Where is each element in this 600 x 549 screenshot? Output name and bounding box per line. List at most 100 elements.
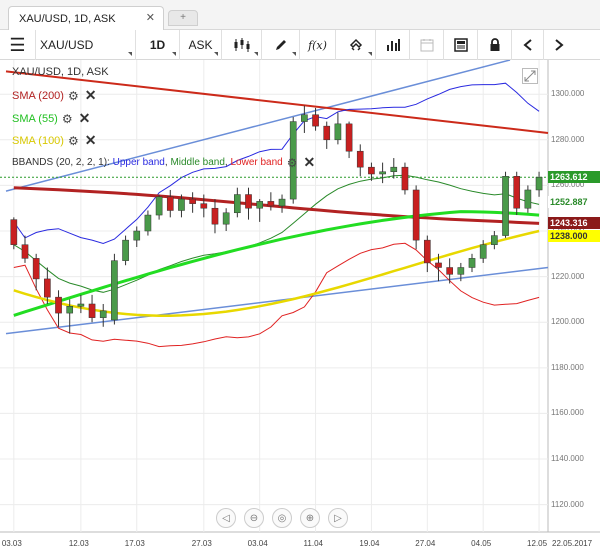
candle [200,203,208,209]
sma55-line [13,210,540,317]
legend-sma100[interactable]: SMA (100) ⚙ ✕ [12,132,96,149]
candle [301,114,308,122]
y-tick-label: 1220.000 [551,271,585,281]
template-button[interactable] [444,30,478,60]
calendar-button[interactable] [410,30,444,60]
candle [189,198,196,204]
candle [166,196,174,211]
lock-button[interactable] [478,30,512,60]
zoom-in-button[interactable]: ⊕ [300,508,320,528]
candle [99,310,107,318]
chart-type-button[interactable] [222,30,262,60]
y-tick-label: 1280.000 [551,134,585,144]
candle [446,267,453,275]
candle [267,201,275,207]
magnet-icon [349,38,362,51]
bbands-prefix: BBANDS (20, 2, 2, 1): [12,157,113,168]
legend-instrument: XAU/USD, 1D, ASK [12,66,109,78]
price-chart[interactable] [0,60,600,549]
legend-bbands[interactable]: BBANDS (20, 2, 2, 1): Upper band, Middle… [12,154,315,171]
bb-lower-line [13,242,540,348]
chart-tab-title: XAU/USD, 1D, ASK [19,12,116,25]
bbands-upper-label: Upper band [112,157,165,168]
legend-sma55[interactable]: SMA (55) ⚙ ✕ [12,110,90,127]
dropdown-arrow-icon [254,52,258,56]
drawing-tools-button[interactable] [262,30,300,60]
candle [468,258,476,268]
close-icon[interactable]: ✕ [145,12,155,24]
candle [535,176,543,191]
legend-sma200[interactable]: SMA (200) ⚙ ✕ [12,87,96,104]
price-tag: 1238.000 [548,229,600,242]
candle [401,166,409,191]
candle [412,189,420,241]
sma100-label[interactable]: SMA (100) [12,134,64,147]
expand-icon[interactable] [522,68,538,84]
x-tick-label: 12.03 [68,539,89,548]
candle [10,219,18,245]
zoom-in-icon: ⊕ [305,512,315,524]
dropdown-arrow-icon [128,52,132,56]
zoom-out-button[interactable]: ⊖ [244,508,264,528]
candle [256,201,264,209]
pencil-icon [275,40,286,50]
candle [133,230,141,241]
sma200-label[interactable]: SMA (200) [12,89,64,102]
close-icon[interactable]: ✕ [84,132,97,148]
close-icon[interactable]: ✕ [303,154,316,170]
x-tick-label: 27.04 [415,539,436,548]
interval-value: 1D [149,38,166,52]
magnet-button[interactable] [336,30,376,60]
candle [513,176,521,209]
y-tick-label: 1180.000 [551,362,584,372]
calendar-icon [420,39,433,52]
gear-icon[interactable]: ⚙ [67,133,79,148]
scroll-right-button[interactable] [544,30,574,60]
gear-icon[interactable]: ⚙ [61,111,73,126]
x-tick-label: 27.03 [191,539,212,548]
close-icon[interactable]: ✕ [84,87,97,103]
candle [77,303,85,307]
close-icon[interactable]: ✕ [78,110,91,126]
resistance-line [5,70,549,134]
price-type-select[interactable]: ASK [180,30,222,60]
hamburger-icon: ☰ [9,34,26,55]
candle [479,244,487,259]
chevron-left-icon [522,39,532,51]
chart-tab[interactable]: XAU/USD, 1D, ASK ✕ [8,6,164,30]
dropdown-arrow-icon [368,52,372,56]
gear-icon[interactable]: ⚙ [286,155,298,170]
toolbar: ☰ XAU/USD 1D ASK f(x) [0,30,600,60]
add-tab-button[interactable]: + [168,10,198,26]
y-tick-label: 1200.000 [551,317,585,327]
symbol-value: XAU/USD [40,38,94,52]
separator: , [164,157,171,168]
y-tick-label: 1160.000 [551,408,584,418]
candle [356,150,364,168]
scroll-forward-button[interactable]: ▷ [328,508,348,528]
x-tick-label: 22.05.2017 [552,539,593,548]
candle [435,262,442,268]
chevron-right-icon [555,39,564,51]
menu-button[interactable]: ☰ [0,30,36,60]
x-tick-label: 19.04 [359,539,380,548]
scroll-back-button[interactable]: ◁ [216,508,236,528]
sma55-label[interactable]: SMA (55) [12,112,58,125]
symbol-select[interactable]: XAU/USD [36,30,136,60]
channel-bottom-line [5,266,549,335]
candle [379,171,386,175]
candle [122,239,129,261]
indicators-button[interactable]: f(x) [300,30,336,60]
bbands-lower-label: Lower band [230,157,283,168]
x-tick-label: 17.03 [124,539,145,548]
candle [111,260,118,321]
candle [289,121,297,200]
chart-area[interactable]: XAU/USD, 1D, ASK SMA (200) ⚙ ✕ SMA (55) ⚙ ✕ … [0,60,600,549]
scroll-left-button[interactable] [512,30,544,60]
reset-button[interactable]: ◎ [272,508,292,528]
volume-button[interactable] [376,30,410,60]
candle [524,189,532,209]
dropdown-arrow-icon [292,52,296,56]
gear-icon[interactable]: ⚙ [67,88,79,103]
interval-select[interactable]: 1D [136,30,180,60]
